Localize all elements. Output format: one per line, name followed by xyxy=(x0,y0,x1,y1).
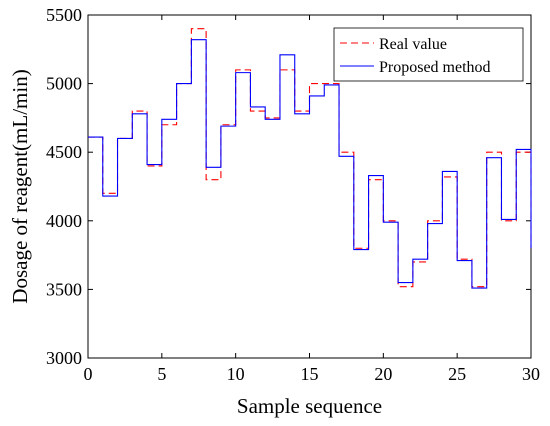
axis-ticks xyxy=(87,14,532,359)
x-tick-label: 5 xyxy=(157,364,166,384)
y-tick-label: 4000 xyxy=(46,211,82,231)
x-tick-label: 15 xyxy=(301,364,319,384)
legend-label-proposed-method: Proposed method xyxy=(379,59,491,76)
x-tick-label: 10 xyxy=(227,364,245,384)
y-tick-label: 5500 xyxy=(46,5,82,25)
y-tick-label: 4500 xyxy=(46,142,82,162)
x-tick-label: 0 xyxy=(84,364,93,384)
y-tick-label: 5000 xyxy=(46,74,82,94)
tick-labels: 0 5 10 15 20 25 30 3000 3500 4000 4500 5000 5500 xyxy=(46,5,540,384)
legend-box xyxy=(333,27,524,82)
x-axis-label: Sample sequence xyxy=(237,394,382,418)
series-line-proposed-method xyxy=(88,39,532,289)
x-tick-label: 20 xyxy=(374,364,392,384)
x-tick-label: 30 xyxy=(522,364,540,384)
x-tick-label: 25 xyxy=(448,364,466,384)
y-tick-label: 3500 xyxy=(46,279,82,299)
legend: Real value Proposed method xyxy=(333,27,524,82)
legend-label-real-value: Real value xyxy=(379,36,447,53)
y-tick-label: 3000 xyxy=(46,348,82,368)
series-layer xyxy=(88,28,532,289)
y-axis-label: Dosage of reagent(mL/min) xyxy=(8,69,32,303)
